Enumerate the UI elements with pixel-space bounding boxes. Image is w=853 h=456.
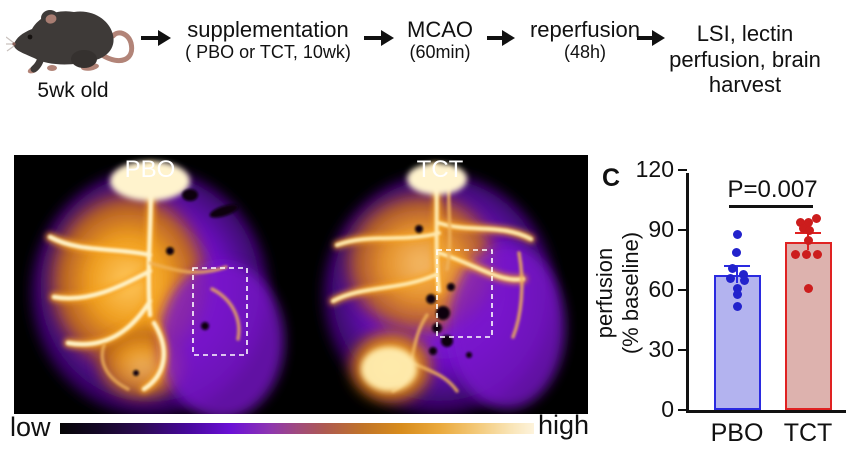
flow-arrow-2 bbox=[364, 30, 394, 46]
data-point-pbo bbox=[732, 283, 742, 293]
data-point-tct bbox=[790, 249, 800, 259]
mouse-front-foot2 bbox=[47, 65, 57, 71]
y-tick-label: 60 bbox=[648, 276, 674, 302]
colorbar-low-label: low bbox=[10, 412, 51, 442]
data-point-pbo bbox=[738, 269, 748, 279]
lsi-brain-pbo bbox=[31, 161, 284, 419]
y-tick-label: 90 bbox=[648, 216, 674, 242]
data-point-pbo bbox=[732, 301, 742, 311]
significance-label: P=0.007 bbox=[727, 176, 818, 203]
data-point-pbo bbox=[732, 289, 742, 299]
y-tick-mark bbox=[678, 348, 687, 351]
data-point-tct bbox=[803, 235, 813, 245]
y-tick-mark bbox=[678, 288, 687, 291]
data-point-tct bbox=[803, 283, 813, 293]
flow-arrow-3 bbox=[487, 30, 515, 46]
lsi-image-panel: PBO TCT bbox=[14, 155, 588, 419]
mouse-tail bbox=[99, 30, 135, 64]
step-sublabel: ( PBO or TCT, 10wk) bbox=[185, 41, 351, 62]
error-bar-pbo bbox=[735, 267, 739, 283]
flow-arrow-1 bbox=[141, 30, 171, 46]
roi-box-pbo bbox=[192, 267, 248, 356]
mouse-nose bbox=[12, 42, 16, 46]
y-axis-label-line1: perfusion bbox=[592, 247, 617, 339]
step-label: supplementation bbox=[187, 17, 349, 42]
step-sublabel: (48h) bbox=[563, 41, 607, 62]
flow-arrow-4 bbox=[637, 30, 665, 46]
data-point-pbo bbox=[731, 247, 741, 257]
y-tick-label: 120 bbox=[635, 156, 674, 182]
y-tick-mark bbox=[678, 408, 687, 411]
step-label: MCAO bbox=[407, 17, 473, 42]
step-label: reperfusion bbox=[529, 17, 641, 42]
y-tick-label: 0 bbox=[661, 396, 674, 422]
y-tick-mark bbox=[678, 168, 687, 171]
lsi-brain-images bbox=[31, 161, 565, 419]
colorbar-high-label: high bbox=[538, 410, 590, 440]
step-sublabel: (60min) bbox=[409, 41, 471, 62]
data-point-tct bbox=[801, 249, 811, 259]
mouse-caption: 5wk old bbox=[37, 79, 109, 102]
mouse-haunch bbox=[71, 50, 97, 68]
x-tick-label-tct: TCT bbox=[783, 419, 833, 447]
data-point-tct bbox=[811, 213, 821, 223]
data-point-tct bbox=[812, 249, 822, 259]
colorbar-gradient bbox=[60, 423, 534, 434]
data-point-pbo bbox=[727, 263, 737, 273]
lsi-brain-tct bbox=[323, 163, 565, 416]
roi-box-tct bbox=[436, 249, 493, 338]
data-point-tct bbox=[795, 217, 805, 227]
data-point-tct bbox=[803, 217, 813, 227]
bar-chart-plot-area: 0 30 60 90 120 PBO TCT P=0.007 bbox=[636, 156, 846, 447]
significance-line bbox=[729, 205, 813, 208]
data-point-tct bbox=[798, 223, 808, 233]
y-tick-mark bbox=[678, 228, 687, 231]
panel-label: C bbox=[602, 164, 621, 192]
flow-step-supplementation: supplementation ( PBO or TCT, 10wk) bbox=[178, 18, 358, 62]
mouse-ear-inner bbox=[45, 14, 57, 24]
error-bar-cap-pbo bbox=[724, 264, 750, 267]
lsi-label-tct: TCT bbox=[416, 156, 464, 183]
step-line: perfusion, brain bbox=[669, 46, 821, 72]
x-tick-label-pbo: PBO bbox=[710, 419, 764, 447]
bar-tct bbox=[784, 242, 832, 410]
mouse-illustration bbox=[6, 10, 135, 74]
data-point-pbo bbox=[725, 273, 735, 283]
flow-step-harvest: LSI, lectin perfusion, brain harvest bbox=[665, 21, 825, 98]
data-point-pbo bbox=[732, 229, 742, 239]
step-line: harvest bbox=[708, 72, 782, 98]
lsi-label-pbo: PBO bbox=[124, 156, 176, 183]
data-point-tct bbox=[804, 225, 814, 235]
flow-step-mcao: MCAO (60min) bbox=[392, 18, 488, 62]
flow-step-reperfusion: reperfusion (48h) bbox=[520, 18, 650, 62]
step-line: LSI, lectin bbox=[696, 21, 794, 46]
mouse-eye bbox=[27, 34, 33, 40]
y-tick-label: 30 bbox=[648, 336, 674, 362]
data-point-pbo bbox=[739, 275, 749, 285]
